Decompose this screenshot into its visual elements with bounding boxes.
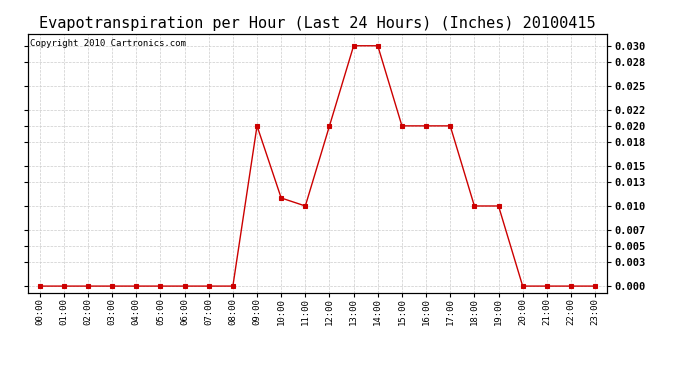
Text: Copyright 2010 Cartronics.com: Copyright 2010 Cartronics.com xyxy=(30,39,186,48)
Title: Evapotranspiration per Hour (Last 24 Hours) (Inches) 20100415: Evapotranspiration per Hour (Last 24 Hou… xyxy=(39,16,595,31)
